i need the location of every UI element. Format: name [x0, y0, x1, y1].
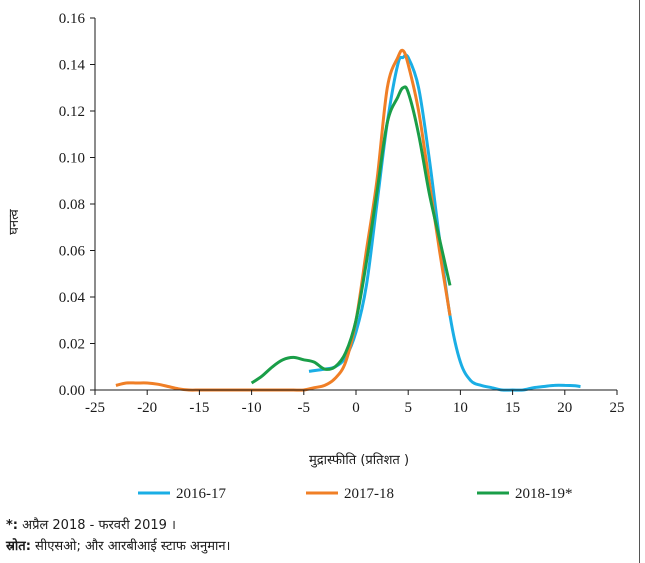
chart-notes: *: अप्रैल 2018 - फरवरी 2019 । स्रोत: सीए…	[6, 515, 636, 557]
y-tick-label: 0.06	[59, 244, 86, 260]
x-tick-label: 5	[404, 400, 412, 416]
source-label: स्रोत:	[6, 539, 31, 554]
x-tick-label: -10	[242, 400, 262, 416]
legend-label: 2016-17	[176, 486, 226, 502]
y-tick-label: 0.02	[59, 337, 85, 353]
series-line-2018-19	[250, 85, 452, 385]
source-note: स्रोत: सीएसओ; और आरबीआई स्टाफ अनुमान।	[6, 536, 636, 557]
y-axis-title: घनत्व	[7, 208, 22, 234]
x-tick-label: -5	[298, 400, 311, 416]
source-text: सीएसओ; और आरबीआई स्टाफ अनुमान।	[30, 539, 231, 554]
footnote-text: अप्रैल 2018 - फरवरी 2019 ।	[18, 518, 176, 533]
x-tick-label: -20	[137, 400, 157, 416]
y-tick-label: 0.12	[59, 104, 85, 120]
footnote-mark: *:	[6, 518, 18, 533]
legend-label: 2017-18	[344, 486, 394, 502]
x-tick-label: 20	[557, 400, 572, 416]
density-chart: 0.00 0.02 0.04 0.06 0.08 0.10 0.12 0.14 0.16 -25 -…	[7, 11, 625, 502]
x-tick-label: -15	[189, 400, 209, 416]
y-tick-label: 0.08	[59, 197, 85, 213]
y-tick-label: 0.16	[59, 11, 86, 27]
y-tick-label: 0.00	[59, 383, 85, 399]
x-tick-label: 15	[505, 400, 520, 416]
x-tick-label: -25	[85, 400, 105, 416]
y-tick-label: 0.10	[59, 151, 85, 167]
y-tick-label: 0.04	[59, 290, 86, 306]
y-tick-label: 0.14	[59, 58, 86, 74]
legend-label: 2018-19*	[515, 486, 573, 502]
legend: 2016-17 2017-18 2018-19*	[138, 486, 573, 502]
footnote: *: अप्रैल 2018 - फरवरी 2019 ।	[6, 515, 636, 536]
x-tick-label: 10	[453, 400, 468, 416]
series-line-2017-18	[115, 48, 452, 392]
x-tick-label: 25	[610, 400, 625, 416]
x-tick-label: 0	[352, 400, 360, 416]
x-axis-title: मुद्रास्फीति (प्रतिशत )	[309, 452, 409, 468]
right-border-rule	[639, 0, 640, 563]
